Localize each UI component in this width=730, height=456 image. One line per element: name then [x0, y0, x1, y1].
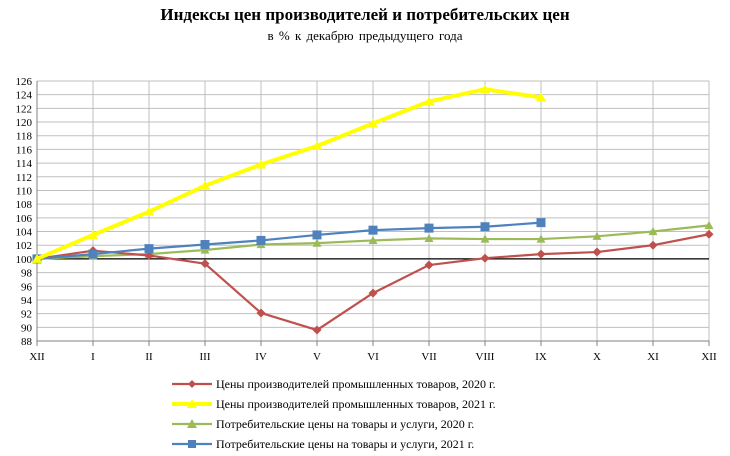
x-tick-label: XII — [701, 351, 717, 363]
data-point-2 — [200, 245, 210, 254]
data-point-2 — [368, 235, 378, 245]
legend-item-1: Цены производителей промышленных товаров… — [172, 394, 496, 414]
legend-item-0: Цены производителей промышленных товаров… — [172, 374, 496, 394]
y-tick-label: 114 — [16, 158, 33, 170]
chart-title: Индексы цен производителей и потребитель… — [160, 5, 570, 24]
chart-subtitle: в % к декабрю предыдущего года — [267, 28, 463, 43]
y-tick-label: 102 — [16, 240, 33, 252]
data-point-2 — [704, 220, 714, 229]
data-point-1 — [144, 206, 154, 216]
y-tick-label: 122 — [16, 103, 33, 115]
y-tick-label: 98 — [21, 268, 33, 280]
data-point-0 — [536, 249, 546, 259]
data-point-0 — [480, 253, 490, 263]
x-tick-label: XII — [29, 351, 45, 363]
data-point-2 — [536, 234, 546, 243]
series-line-1 — [36, 87, 542, 261]
data-point-0 — [424, 260, 434, 270]
x-tick-label: XI — [647, 351, 659, 363]
data-point-0 — [144, 250, 154, 260]
x-tick-label: III — [200, 351, 211, 363]
data-point-0 — [592, 247, 602, 257]
legend-swatch — [172, 440, 212, 448]
data-point-3 — [424, 223, 434, 233]
y-tick-label: 120 — [16, 117, 33, 129]
data-point-1 — [480, 84, 490, 94]
data-point-1 — [424, 96, 434, 106]
data-point-0 — [368, 288, 378, 298]
x-tick-label: IX — [535, 351, 547, 363]
y-tick-label: 126 — [16, 76, 33, 88]
data-point-0 — [312, 325, 322, 335]
data-point-2 — [312, 238, 322, 247]
legend-item-2: Потребительские цены на товары и услуги,… — [172, 414, 496, 434]
x-tick-label: VIII — [476, 351, 495, 363]
data-point-1 — [536, 92, 546, 102]
y-tick-label: 124 — [16, 90, 33, 102]
legend-label: Цены производителей промышленных товаров… — [216, 396, 496, 411]
y-tick-label: 106 — [16, 213, 33, 225]
chart-legend: Цены производителей промышленных товаров… — [172, 374, 496, 454]
y-tick-label: 100 — [16, 254, 33, 266]
data-point-2 — [592, 231, 602, 240]
legend-swatch — [172, 399, 212, 408]
x-tick-label: IV — [255, 351, 267, 363]
data-point-3 — [312, 230, 322, 240]
y-tick-label: 116 — [16, 144, 33, 156]
data-point-3 — [88, 249, 98, 259]
data-point-1 — [368, 118, 378, 128]
data-point-2 — [424, 233, 434, 242]
data-point-0 — [256, 308, 266, 318]
y-tick-label: 96 — [21, 281, 33, 293]
data-point-3 — [480, 222, 490, 232]
data-point-0 — [200, 259, 210, 269]
data-point-3 — [200, 240, 210, 250]
data-point-1 — [32, 253, 42, 263]
y-tick-label: 112 — [16, 172, 32, 184]
data-point-1 — [312, 141, 322, 150]
legend-label: Цены производителей промышленных товаров… — [216, 376, 496, 391]
x-tick-label: I — [91, 351, 95, 363]
data-point-3 — [144, 244, 154, 254]
legend-label: Потребительские цены на товары и услуги,… — [216, 436, 475, 451]
y-tick-label: 94 — [21, 295, 33, 307]
x-tick-label: X — [593, 351, 601, 363]
data-point-2 — [648, 227, 658, 236]
y-tick-label: 90 — [21, 322, 33, 334]
legend-label: Потребительские цены на товары и услуги,… — [216, 416, 475, 431]
y-tick-label: 108 — [16, 199, 33, 211]
series-line-3 — [36, 221, 542, 260]
y-tick-label: 88 — [21, 336, 33, 348]
y-tick-label: 110 — [16, 185, 33, 197]
x-tick-label: VII — [421, 351, 437, 363]
y-tick-label: 92 — [21, 309, 32, 321]
legend-swatch — [172, 380, 212, 388]
data-point-3 — [256, 235, 266, 245]
legend-swatch — [172, 419, 212, 428]
x-tick-label: II — [145, 351, 153, 363]
legend-item-3: Потребительские цены на товары и услуги,… — [172, 434, 496, 454]
data-point-0 — [704, 229, 714, 239]
data-point-1 — [256, 159, 266, 169]
y-tick-label: 104 — [16, 227, 33, 239]
y-tick-label: 118 — [16, 131, 33, 143]
data-point-1 — [88, 229, 98, 239]
data-point-1 — [200, 180, 210, 190]
data-point-2 — [480, 234, 490, 243]
data-point-3 — [368, 225, 378, 235]
x-tick-label: VI — [367, 351, 379, 363]
data-point-3 — [536, 218, 546, 228]
x-tick-label: V — [313, 351, 321, 363]
data-point-0 — [648, 240, 658, 250]
